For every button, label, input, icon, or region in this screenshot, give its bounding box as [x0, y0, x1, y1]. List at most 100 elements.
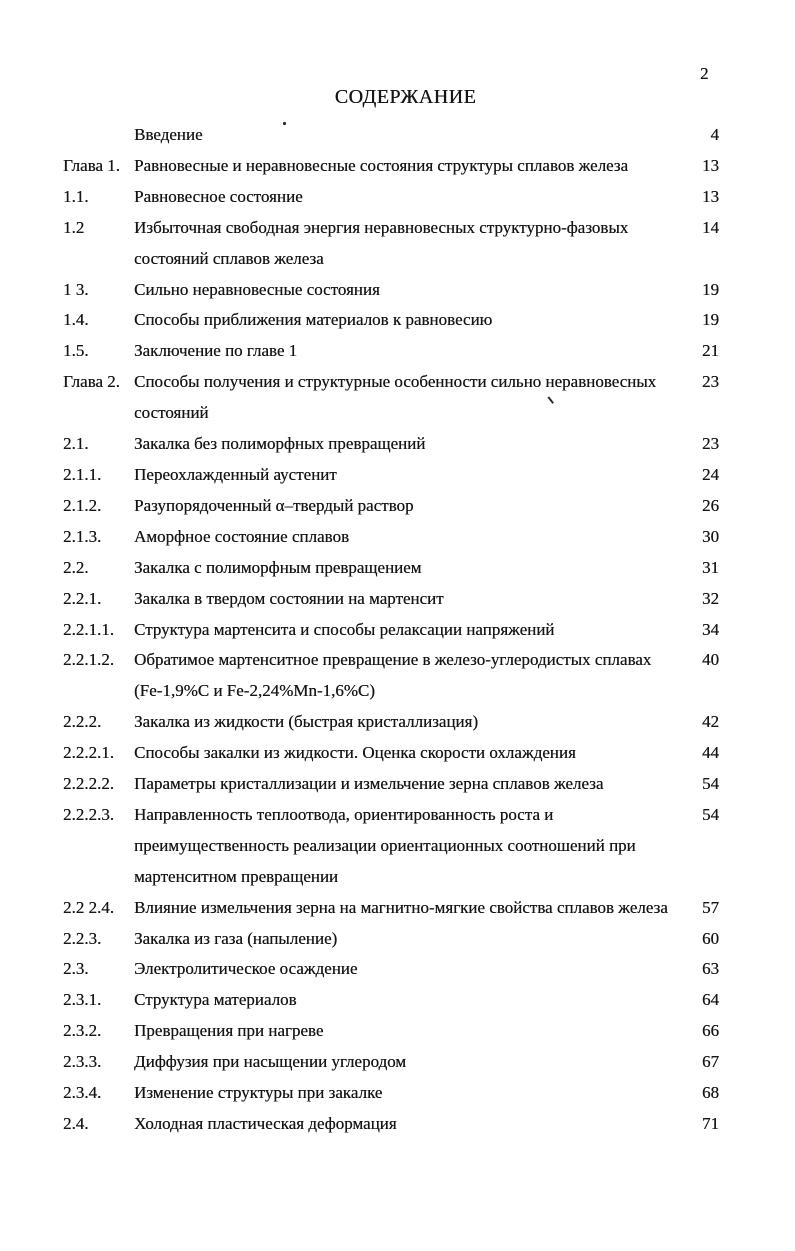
toc-entry: 2.1.2. Разупорядоченный α–твердый раствор…: [63, 491, 719, 522]
toc-entry: 2.3.2. Превращения при нагреве 66: [63, 1016, 719, 1047]
toc-entry-title-line: Электролитическое осаждение: [134, 959, 358, 979]
toc-entry-page: 4: [710, 125, 720, 144]
toc-entry-number: 2.1.2.: [63, 495, 102, 515]
toc-entry-page: 30: [702, 526, 719, 546]
toc-entry-page: 40: [702, 650, 719, 670]
toc-entry-number: 2.3.1.: [63, 990, 102, 1010]
toc-entry-title-line: Равновесное состояние: [134, 186, 303, 206]
toc-entry-number: 2.4.: [63, 1114, 89, 1133]
toc-entry-page: 60: [702, 928, 719, 948]
toc-entry: 2.2.2.2. Параметры кристаллизации и измел…: [63, 769, 719, 800]
toc-entry-number: 2.2.1.2.: [63, 650, 114, 670]
toc-entry-page: 21: [702, 341, 719, 361]
toc-entry-number: 2.1.3.: [63, 526, 102, 546]
toc-entry-page: 57: [702, 897, 719, 917]
toc-entry-title-line: Превращения при нагреве: [134, 1021, 324, 1041]
toc-entry-title: Закалка из газа (напыление): [134, 924, 677, 955]
toc-entry: 1.1. Равновесное состояние 13: [63, 182, 719, 213]
toc-entry-title-line: Изменение структуры при закалке: [134, 1083, 383, 1103]
toc-entry: 2.2.2. Закалка из жидкости (быстрая крист…: [63, 707, 719, 738]
toc-entry: Глава 1. Равновесные и неравновесные сост…: [63, 151, 719, 182]
toc-entry-number: 2.3.2.: [63, 1021, 102, 1041]
toc-entry-page: 23: [702, 372, 719, 392]
toc-entry-number: 1 3.: [63, 279, 89, 299]
toc-entry-title: Способы приближения материалов к равнове…: [134, 305, 677, 336]
toc-entry-title-line: Заключение по главе 1: [134, 341, 298, 361]
toc-entry-page: 34: [702, 619, 719, 639]
toc-entry: 2.3.4. Изменение структуры при закалке 68: [63, 1078, 719, 1109]
toc-entry-page: 19: [702, 310, 719, 330]
toc-entry-title-line: состояний: [134, 403, 209, 423]
toc-entry-title: Направленность теплоотвода, ориентирован…: [134, 800, 677, 893]
toc-entry-page: 14: [702, 217, 719, 237]
toc-entry-page: 68: [702, 1083, 719, 1103]
toc-entry-number: 2.2.: [63, 557, 89, 577]
toc-entry: 2.2.1.2. Обратимое мартенситное превращен…: [63, 645, 719, 707]
toc-entry-title: Закалка в твердом состоянии на мартенсит: [134, 584, 677, 615]
toc-entry-page: 63: [702, 959, 719, 979]
toc-entry-number: 2.1.: [63, 434, 89, 454]
toc-entry-title: Избыточная свободная энергия неравновесн…: [134, 213, 677, 275]
toc-entry-number: 2.2.2.: [63, 712, 102, 732]
toc-entry-number: 1.1.: [63, 186, 89, 206]
toc-entry-number: 2.2.2.2.: [63, 774, 114, 794]
toc-entry-title-line: Холодная пластическая деформация: [134, 1114, 397, 1133]
toc-entry-title-line: Обратимое мартенситное превращение в жел…: [134, 650, 652, 670]
toc-entry-title-line: Избыточная свободная энергия неравновесн…: [134, 217, 629, 237]
toc-entry: 2.1.1. Переохлажденный аустенит 24: [63, 460, 719, 491]
toc-entry-page: 54: [702, 774, 719, 794]
toc-entry-number: Глава 2.: [63, 372, 120, 392]
toc-entry-title-line: Направленность теплоотвода, ориентирован…: [134, 804, 554, 824]
toc-entry-title-line: Введение: [134, 125, 203, 144]
toc-entry-number: 2.2.2.3.: [63, 804, 114, 824]
toc-entry-page: 31: [702, 557, 719, 577]
toc-entry-title: Диффузия при насыщении углеродом: [134, 1047, 677, 1078]
toc-entry-title-line: (Fe-1,9%C и Fe-2,24%Mn-1,6%C): [134, 681, 375, 701]
toc-entry: 2.3. Электролитическое осаждение 63: [63, 954, 719, 985]
toc-entry-number: 2.3.3.: [63, 1052, 102, 1072]
toc-entry-page: 71: [702, 1114, 719, 1133]
toc-entry: Глава 2. Способы получения и структурные …: [63, 367, 719, 429]
toc-entry-number: 2.1.1.: [63, 464, 102, 484]
toc-entry-title: Влияние измельчения зерна на магнитно-мя…: [134, 893, 677, 924]
toc-entry-title: Равновесные и неравновесные состояния ст…: [134, 151, 677, 182]
toc-entry-title-line: Способы приближения материалов к равнове…: [134, 310, 493, 330]
toc-entry-number: 2.2 2.4.: [63, 897, 114, 917]
toc-entry-page: 26: [702, 495, 719, 515]
toc-entry: 2.2.1. Закалка в твердом состоянии на мар…: [63, 584, 719, 615]
page-title: СОДЕРЖАНИЕ: [334, 86, 477, 108]
toc-entry-title: Структура мартенсита и способы релаксаци…: [134, 615, 677, 646]
toc-entry: 1.4. Способы приближения материалов к рав…: [63, 305, 719, 336]
toc-entry-title: Равновесное состояние: [134, 182, 677, 213]
toc-entry-number: 2.2.3.: [63, 928, 102, 948]
toc-entry: 2.1. Закалка без полиморфных превращений 2…: [63, 429, 719, 460]
toc-entry-page: 67: [702, 1052, 719, 1072]
toc-entry-title: Заключение по главе 1: [134, 336, 677, 367]
toc-entry-page: 19: [702, 279, 719, 299]
toc-entry: 1.2 Избыточная свободная энергия неравнов…: [63, 213, 719, 275]
scan-artifact-dot: [283, 122, 286, 125]
toc-entry-title: Закалка с полиморфным превращением: [134, 553, 677, 584]
toc-entry-title-line: Закалка с полиморфным превращением: [134, 557, 422, 577]
toc-entry: 1.5. Заключение по главе 1 21: [63, 336, 719, 367]
toc-entry-page: 64: [702, 990, 719, 1010]
toc-entry-title: Разупорядоченный α–твердый раствор: [134, 491, 677, 522]
toc-entry-number: 2.3.: [63, 959, 89, 979]
toc-entry-title-line: Закалка из жидкости (быстрая кристаллиза…: [134, 712, 479, 732]
toc-entry-title: Закалка из жидкости (быстрая кристаллиза…: [134, 707, 677, 738]
toc-entry: Введение 4: [63, 120, 719, 151]
toc-entry-title: Сильно неравновесные состояния: [134, 275, 677, 306]
toc-entry-title-line: мартенситном превращении: [134, 866, 339, 886]
toc-entry-title-line: Диффузия при насыщении углеродом: [134, 1052, 407, 1072]
toc-entry-number: 2.2.1.1.: [63, 619, 114, 639]
toc-entry-title-line: Равновесные и неравновесные состояния ст…: [134, 155, 629, 175]
toc-entry-title-line: Закалка из газа (напыление): [134, 928, 338, 948]
toc-entry-title-line: Переохлажденный аустенит: [134, 464, 337, 484]
toc-entry-title: Превращения при нагреве: [134, 1016, 677, 1047]
toc-entry: 2.2. Закалка с полиморфным превращением 31: [63, 553, 719, 584]
toc-entry-title-line: Аморфное состояние сплавов: [134, 526, 349, 546]
toc-entry-title: Способы получения и структурные особенно…: [134, 367, 677, 429]
toc-entry-title: Закалка без полиморфных превращений: [134, 429, 677, 460]
toc-entry-title-line: Разупорядоченный α–твердый раствор: [134, 495, 414, 515]
toc-entry-title-line: Структура мартенсита и способы релаксаци…: [134, 619, 555, 639]
